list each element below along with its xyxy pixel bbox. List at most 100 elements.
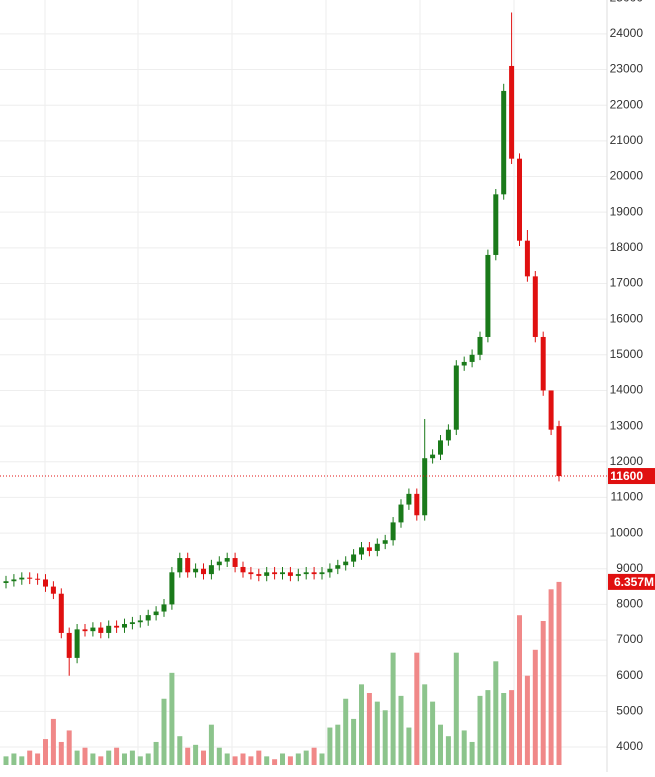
candle-body — [161, 604, 167, 612]
volume-bar — [366, 692, 372, 765]
last-volume-box — [608, 573, 655, 590]
candle-body — [524, 240, 530, 277]
volume-bar — [382, 710, 388, 765]
y-tick-label: 19000 — [610, 204, 644, 218]
candle-body — [122, 624, 127, 628]
volume-bar — [374, 701, 380, 765]
volume-bar — [445, 736, 451, 765]
last-price-label: 11600 — [610, 469, 643, 483]
volume-bar — [343, 698, 349, 765]
volume-bar — [264, 756, 270, 765]
volume-bar — [453, 652, 459, 765]
candle-body — [501, 90, 507, 195]
volume-bar — [248, 756, 254, 765]
candle-body — [66, 632, 72, 658]
y-tick-label: 7000 — [616, 632, 643, 646]
candle-body — [351, 554, 357, 562]
candle-body — [169, 572, 175, 605]
candle-body — [264, 572, 270, 576]
volume-bar — [11, 753, 17, 765]
candle-body — [493, 194, 499, 255]
candle-body — [106, 625, 112, 633]
y-tick-label: 17000 — [610, 276, 644, 290]
y-tick-label: 10000 — [610, 525, 644, 539]
candle-body — [295, 574, 301, 576]
y-tick-label: 16000 — [610, 311, 644, 325]
candle-body — [327, 568, 333, 573]
candle-body — [343, 561, 349, 566]
volume-bar — [359, 684, 364, 765]
volume-bar — [556, 581, 562, 765]
volume-bar — [27, 750, 33, 765]
candle-body — [74, 629, 80, 658]
y-tick-label: 8000 — [616, 597, 643, 611]
candle-body — [335, 565, 341, 569]
candle-body — [114, 625, 120, 628]
volume-bar — [524, 675, 530, 765]
volume-bar — [58, 741, 64, 765]
volume-bar — [430, 701, 436, 765]
candle-body — [216, 561, 222, 566]
volume-bar — [35, 753, 41, 765]
volume-bar — [461, 730, 467, 765]
candle-body — [280, 572, 285, 575]
volume-bar — [319, 753, 325, 765]
volume-bar — [422, 684, 428, 765]
candle-body — [509, 65, 515, 159]
candle-body — [82, 629, 88, 632]
candle-body — [58, 593, 64, 633]
volume-bar — [50, 718, 56, 765]
candle-body — [185, 558, 191, 573]
y-tick-label: 22000 — [610, 97, 644, 111]
candle-body — [532, 276, 538, 337]
candle-body — [445, 429, 451, 441]
volume-bar — [390, 652, 396, 765]
volume-bar — [327, 727, 333, 765]
candle-body — [477, 336, 483, 355]
volume-bar — [311, 747, 317, 765]
volume-bar — [295, 753, 301, 765]
volume-bar — [532, 649, 538, 765]
candle-body — [390, 522, 396, 541]
candle-body — [453, 365, 459, 430]
volume-bar — [351, 718, 357, 765]
candle-body — [248, 572, 254, 575]
candle-body — [422, 458, 428, 516]
candle-body — [406, 493, 412, 505]
volume-bar — [137, 756, 143, 765]
volume-bar — [477, 695, 483, 765]
volume-bar — [161, 698, 167, 765]
candle-body — [177, 558, 183, 573]
last-price-box — [608, 468, 655, 485]
volume-bar — [517, 615, 522, 765]
candle-body — [240, 566, 246, 573]
candle-body — [319, 572, 325, 575]
volume-bar — [169, 672, 175, 765]
candle-body — [153, 611, 159, 616]
candle-body — [193, 568, 199, 573]
y-tick-label: 21000 — [610, 133, 644, 147]
volume-bar — [256, 750, 262, 765]
volume-bar — [82, 747, 88, 765]
volume-bar — [509, 690, 515, 765]
volume-bar — [145, 753, 151, 765]
candle-body — [256, 574, 262, 576]
candle-body — [517, 158, 522, 241]
candle-body — [374, 543, 380, 551]
y-tick-label: 13000 — [610, 418, 644, 432]
candle-body — [3, 581, 9, 584]
volume-bar — [129, 750, 135, 765]
volume-bar — [193, 744, 199, 765]
volume-bar — [74, 750, 80, 765]
volume-bar — [272, 759, 278, 765]
candle-body — [232, 558, 238, 567]
candle-body — [129, 622, 135, 625]
candle-body — [98, 627, 104, 633]
candle-body — [430, 454, 436, 459]
volume-bar — [106, 750, 112, 765]
volume-bar — [469, 741, 475, 765]
volume-bar — [208, 724, 214, 765]
candle-body — [201, 568, 206, 575]
y-tick-label: 14000 — [610, 383, 644, 397]
volume-bar — [501, 692, 507, 765]
